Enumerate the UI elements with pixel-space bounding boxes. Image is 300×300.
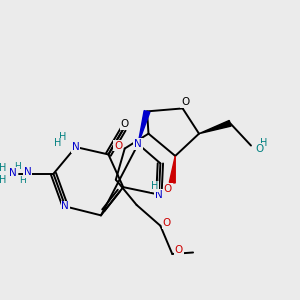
Text: H: H [0,175,7,185]
Text: N: N [10,168,17,178]
Text: H: H [260,138,267,148]
Text: N: N [155,190,163,200]
Text: N: N [72,142,80,152]
Text: O: O [163,218,171,228]
Text: H: H [59,132,66,142]
Text: O: O [181,97,189,107]
Text: O: O [114,140,122,151]
Text: N: N [134,139,142,149]
Polygon shape [169,156,175,183]
Text: N: N [61,201,69,212]
Text: H: H [0,163,7,173]
Text: O: O [255,143,263,154]
Polygon shape [138,111,150,144]
Text: N: N [24,167,32,177]
Text: O: O [164,184,172,194]
Text: O: O [121,119,129,129]
Text: H: H [14,162,21,171]
Text: O: O [175,244,183,254]
Text: H: H [20,176,26,185]
Text: H: H [151,181,158,191]
Polygon shape [199,120,231,134]
Text: H: H [54,139,61,148]
